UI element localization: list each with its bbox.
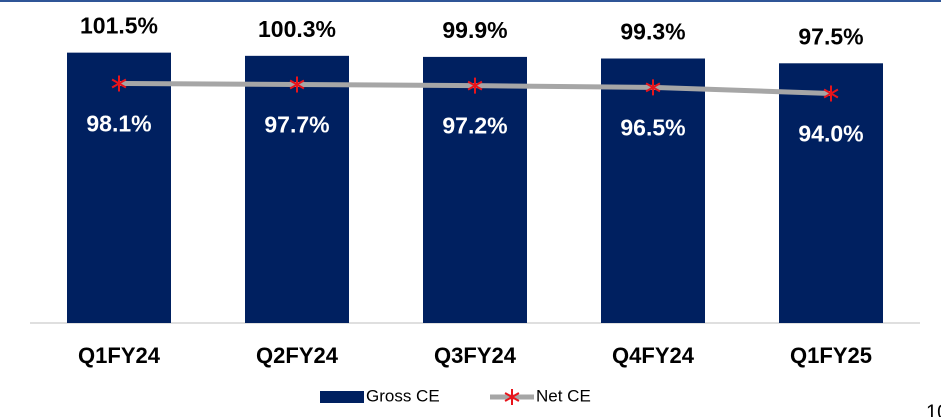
marker bbox=[289, 76, 305, 93]
bar bbox=[245, 55, 349, 323]
line-value-label: 94.0% bbox=[798, 121, 863, 147]
legend-marker bbox=[504, 389, 520, 405]
marker bbox=[111, 75, 127, 92]
line-value-label: 97.7% bbox=[264, 112, 329, 138]
bar bbox=[423, 56, 527, 323]
marker bbox=[823, 85, 839, 102]
line-value-label: 96.5% bbox=[620, 114, 685, 140]
top-rule bbox=[0, 0, 941, 2]
bar bbox=[67, 52, 171, 324]
x-tick-label: Q1FY24 bbox=[78, 343, 161, 368]
bar-value-label: 97.5% bbox=[798, 23, 863, 49]
legend-swatch bbox=[320, 391, 364, 403]
marker bbox=[645, 79, 661, 96]
x-tick-label: Q1FY25 bbox=[790, 343, 872, 368]
x-tick-label: Q2FY24 bbox=[256, 343, 339, 368]
bar-value-label: 99.3% bbox=[620, 19, 685, 45]
line-value-label: 98.1% bbox=[86, 111, 151, 137]
legend-label: Net CE bbox=[536, 386, 591, 405]
page-number: 10 bbox=[926, 401, 941, 417]
marker bbox=[467, 77, 483, 94]
x-tick-label: Q4FY24 bbox=[612, 343, 695, 368]
x-tick-label: Q3FY24 bbox=[434, 343, 517, 368]
line-value-label: 97.2% bbox=[442, 113, 507, 139]
bar-value-label: 101.5% bbox=[80, 13, 158, 39]
bar bbox=[779, 63, 883, 323]
bar-value-label: 99.9% bbox=[442, 17, 507, 43]
legend-label: Gross CE bbox=[366, 386, 440, 405]
bar bbox=[601, 58, 705, 323]
bar-value-label: 100.3% bbox=[258, 16, 336, 42]
